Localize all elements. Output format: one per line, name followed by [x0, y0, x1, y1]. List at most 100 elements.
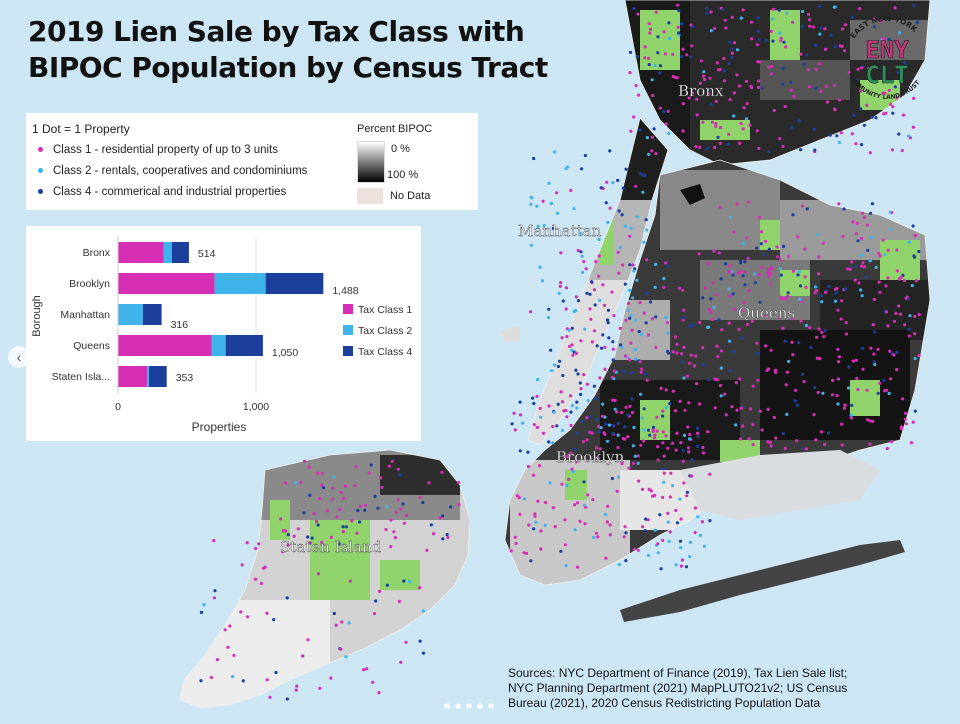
- property-dot: [886, 324, 890, 328]
- property-dot: [840, 422, 844, 426]
- property-dot: [628, 234, 632, 238]
- property-dot: [677, 31, 681, 35]
- property-dot: [771, 7, 776, 11]
- property-dot: [814, 289, 818, 293]
- property-dot: [556, 211, 560, 215]
- legend-dot-class4: [38, 189, 43, 195]
- property-dot: [254, 546, 258, 551]
- property-dot: [575, 406, 579, 410]
- property-dot: [571, 353, 575, 357]
- property-dot: [559, 390, 563, 394]
- property-dot: [859, 288, 863, 292]
- property-dot: [274, 670, 278, 675]
- property-dot: [727, 132, 731, 136]
- property-dot: [607, 336, 611, 340]
- property-dot: [596, 535, 600, 539]
- property-dot: [805, 53, 809, 57]
- property-dot: [379, 476, 383, 480]
- property-dot: [682, 376, 686, 380]
- property-dot: [558, 284, 562, 288]
- property-dot: [767, 150, 771, 154]
- property-dot: [713, 26, 717, 30]
- property-dot: [645, 378, 649, 382]
- property-dot: [732, 91, 736, 95]
- property-dot: [578, 231, 582, 235]
- pager-dot[interactable]: [488, 703, 494, 709]
- legend-item-class1: Class 1 - residential property of up to …: [38, 144, 278, 156]
- property-dot: [642, 240, 646, 244]
- property-dot: [595, 417, 599, 422]
- property-dot: [864, 275, 868, 279]
- property-dot: [734, 381, 738, 385]
- property-dot: [729, 215, 733, 219]
- property-dot: [600, 414, 605, 418]
- property-dot: [526, 464, 531, 469]
- property-dot: [385, 583, 389, 587]
- bar-segment: [146, 366, 150, 387]
- property-dot: [861, 261, 865, 265]
- property-dot: [850, 260, 854, 264]
- property-dot: [555, 424, 559, 428]
- property-dot: [623, 525, 627, 529]
- property-dot: [624, 559, 628, 563]
- property-dot: [701, 445, 705, 450]
- property-dot: [868, 151, 872, 155]
- property-dot: [720, 328, 724, 332]
- category-label: Manhattan: [60, 309, 110, 321]
- property-dot: [571, 470, 576, 474]
- property-dot: [549, 348, 553, 352]
- property-dot: [855, 221, 859, 225]
- property-dot: [706, 261, 710, 265]
- property-dot: [708, 472, 712, 476]
- no-data-label: No Data: [390, 190, 431, 202]
- property-dot: [590, 431, 594, 435]
- property-dot: [784, 383, 788, 387]
- property-dot: [616, 178, 620, 182]
- property-dot: [741, 242, 746, 246]
- pager-dot[interactable]: [455, 703, 461, 709]
- carousel-pager[interactable]: [444, 696, 499, 714]
- bar-segment: [225, 335, 263, 356]
- property-dot: [608, 533, 612, 537]
- property-dot: [586, 399, 590, 403]
- property-dot: [661, 414, 665, 418]
- property-dot: [742, 106, 746, 110]
- property-dot: [728, 98, 732, 102]
- property-dot: [741, 127, 745, 131]
- previous-slide-button[interactable]: ‹: [8, 346, 30, 368]
- property-dot: [701, 74, 706, 78]
- property-dot: [798, 284, 803, 288]
- property-dot: [889, 440, 894, 444]
- property-dot: [730, 405, 734, 409]
- property-dot: [791, 353, 795, 357]
- pager-dot[interactable]: [466, 703, 472, 709]
- property-dot: [815, 356, 820, 360]
- property-dot: [914, 279, 919, 283]
- property-dot: [666, 520, 670, 524]
- property-dot: [532, 156, 536, 161]
- property-dot: [893, 85, 897, 89]
- property-dot: [635, 55, 639, 59]
- property-dot: [694, 354, 698, 358]
- property-dot: [654, 315, 658, 319]
- property-dot: [599, 346, 604, 350]
- property-dot: [721, 7, 725, 11]
- property-dot: [608, 523, 612, 527]
- property-dot: [698, 145, 702, 149]
- property-dot: [602, 431, 606, 435]
- property-dot: [393, 536, 397, 540]
- property-dot: [684, 565, 689, 569]
- property-dot: [294, 688, 298, 692]
- property-dot: [598, 447, 603, 451]
- property-dot: [893, 6, 897, 10]
- property-dot: [700, 520, 705, 524]
- property-dot: [582, 260, 586, 264]
- property-dot: [895, 368, 899, 372]
- property-dot: [553, 525, 557, 529]
- property-dot: [615, 489, 619, 493]
- pager-dot[interactable]: [477, 703, 483, 709]
- property-dot: [646, 333, 651, 337]
- pager-dot[interactable]: [444, 703, 450, 709]
- property-dot: [402, 579, 406, 583]
- property-dot: [705, 7, 709, 11]
